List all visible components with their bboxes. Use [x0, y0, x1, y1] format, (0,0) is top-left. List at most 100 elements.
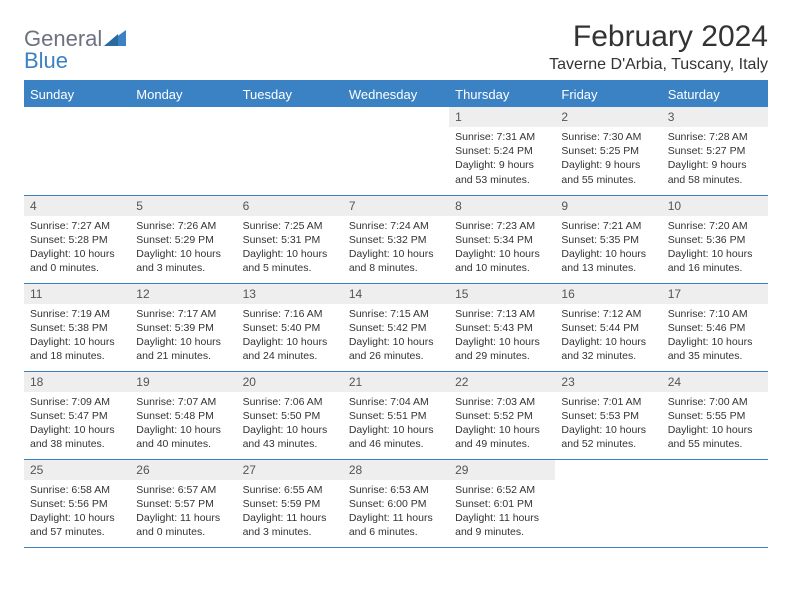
day-data: Sunrise: 7:00 AMSunset: 5:55 PMDaylight:… [662, 392, 768, 452]
calendar-day-cell: 7Sunrise: 7:24 AMSunset: 5:32 PMDaylight… [343, 195, 449, 283]
calendar-day-cell: 14Sunrise: 7:15 AMSunset: 5:42 PMDayligh… [343, 283, 449, 371]
day-number: 13 [237, 284, 343, 304]
day-number: 21 [343, 372, 449, 392]
day-data: Sunrise: 7:07 AMSunset: 5:48 PMDaylight:… [130, 392, 236, 452]
day-number: 18 [24, 372, 130, 392]
calendar-day-cell: 23Sunrise: 7:01 AMSunset: 5:53 PMDayligh… [555, 371, 661, 459]
calendar-day-cell: 5Sunrise: 7:26 AMSunset: 5:29 PMDaylight… [130, 195, 236, 283]
day-number: 12 [130, 284, 236, 304]
day-number: 10 [662, 196, 768, 216]
day-number: 27 [237, 460, 343, 480]
logo-sub: Blue [24, 48, 68, 74]
month-title: February 2024 [549, 20, 768, 54]
day-header: Saturday [662, 82, 768, 107]
day-header: Wednesday [343, 82, 449, 107]
day-data: Sunrise: 7:25 AMSunset: 5:31 PMDaylight:… [237, 216, 343, 276]
day-number: 22 [449, 372, 555, 392]
day-header: Thursday [449, 82, 555, 107]
day-number: 7 [343, 196, 449, 216]
day-header: Friday [555, 82, 661, 107]
header: General February 2024 Taverne D'Arbia, T… [24, 20, 768, 74]
day-data: Sunrise: 7:21 AMSunset: 5:35 PMDaylight:… [555, 216, 661, 276]
day-data: Sunrise: 6:52 AMSunset: 6:01 PMDaylight:… [449, 480, 555, 540]
calendar-day-cell: 29Sunrise: 6:52 AMSunset: 6:01 PMDayligh… [449, 459, 555, 547]
calendar-day-cell: .. [662, 459, 768, 547]
day-data: Sunrise: 7:09 AMSunset: 5:47 PMDaylight:… [24, 392, 130, 452]
day-number: 24 [662, 372, 768, 392]
day-number: 26 [130, 460, 236, 480]
day-header: Sunday [24, 82, 130, 107]
calendar-week-row: 11Sunrise: 7:19 AMSunset: 5:38 PMDayligh… [24, 283, 768, 371]
calendar-day-cell: 20Sunrise: 7:06 AMSunset: 5:50 PMDayligh… [237, 371, 343, 459]
calendar-week-row: 4Sunrise: 7:27 AMSunset: 5:28 PMDaylight… [24, 195, 768, 283]
day-number: 8 [449, 196, 555, 216]
calendar-body: ........1Sunrise: 7:31 AMSunset: 5:24 PM… [24, 107, 768, 547]
day-data: Sunrise: 7:30 AMSunset: 5:25 PMDaylight:… [555, 127, 661, 187]
day-number: 9 [555, 196, 661, 216]
calendar-day-cell: .. [555, 459, 661, 547]
day-header: Monday [130, 82, 236, 107]
title-block: February 2024 Taverne D'Arbia, Tuscany, … [549, 20, 768, 74]
day-data: Sunrise: 6:55 AMSunset: 5:59 PMDaylight:… [237, 480, 343, 540]
calendar-day-cell: 17Sunrise: 7:10 AMSunset: 5:46 PMDayligh… [662, 283, 768, 371]
calendar-day-cell: 3Sunrise: 7:28 AMSunset: 5:27 PMDaylight… [662, 107, 768, 195]
day-number: 20 [237, 372, 343, 392]
logo-triangle-icon [104, 28, 126, 51]
calendar-day-cell: 22Sunrise: 7:03 AMSunset: 5:52 PMDayligh… [449, 371, 555, 459]
day-number: 28 [343, 460, 449, 480]
day-header: Tuesday [237, 82, 343, 107]
day-number: 11 [24, 284, 130, 304]
day-number: 17 [662, 284, 768, 304]
day-data: Sunrise: 7:31 AMSunset: 5:24 PMDaylight:… [449, 127, 555, 187]
calendar-day-cell: 16Sunrise: 7:12 AMSunset: 5:44 PMDayligh… [555, 283, 661, 371]
day-number: 14 [343, 284, 449, 304]
calendar-day-cell: 28Sunrise: 6:53 AMSunset: 6:00 PMDayligh… [343, 459, 449, 547]
calendar-day-cell: .. [237, 107, 343, 195]
calendar-day-cell: 1Sunrise: 7:31 AMSunset: 5:24 PMDaylight… [449, 107, 555, 195]
calendar-day-cell: .. [343, 107, 449, 195]
calendar-day-cell: 11Sunrise: 7:19 AMSunset: 5:38 PMDayligh… [24, 283, 130, 371]
calendar-day-cell: 15Sunrise: 7:13 AMSunset: 5:43 PMDayligh… [449, 283, 555, 371]
day-data: Sunrise: 7:28 AMSunset: 5:27 PMDaylight:… [662, 127, 768, 187]
calendar-day-cell: 18Sunrise: 7:09 AMSunset: 5:47 PMDayligh… [24, 371, 130, 459]
calendar-day-cell: 24Sunrise: 7:00 AMSunset: 5:55 PMDayligh… [662, 371, 768, 459]
day-data: Sunrise: 7:27 AMSunset: 5:28 PMDaylight:… [24, 216, 130, 276]
day-number: 15 [449, 284, 555, 304]
day-data: Sunrise: 7:15 AMSunset: 5:42 PMDaylight:… [343, 304, 449, 364]
calendar-day-cell: 4Sunrise: 7:27 AMSunset: 5:28 PMDaylight… [24, 195, 130, 283]
day-number: 4 [24, 196, 130, 216]
calendar-table: SundayMondayTuesdayWednesdayThursdayFrid… [24, 82, 768, 548]
day-number: 25 [24, 460, 130, 480]
day-number: 5 [130, 196, 236, 216]
calendar-day-cell: 10Sunrise: 7:20 AMSunset: 5:36 PMDayligh… [662, 195, 768, 283]
calendar-day-cell: 27Sunrise: 6:55 AMSunset: 5:59 PMDayligh… [237, 459, 343, 547]
day-data: Sunrise: 7:24 AMSunset: 5:32 PMDaylight:… [343, 216, 449, 276]
calendar-day-cell: 21Sunrise: 7:04 AMSunset: 5:51 PMDayligh… [343, 371, 449, 459]
calendar-week-row: ........1Sunrise: 7:31 AMSunset: 5:24 PM… [24, 107, 768, 195]
day-data: Sunrise: 7:17 AMSunset: 5:39 PMDaylight:… [130, 304, 236, 364]
day-data: Sunrise: 7:13 AMSunset: 5:43 PMDaylight:… [449, 304, 555, 364]
day-number: 2 [555, 107, 661, 127]
day-number: 1 [449, 107, 555, 127]
calendar-day-cell: 6Sunrise: 7:25 AMSunset: 5:31 PMDaylight… [237, 195, 343, 283]
day-data: Sunrise: 6:58 AMSunset: 5:56 PMDaylight:… [24, 480, 130, 540]
day-number: 3 [662, 107, 768, 127]
day-data: Sunrise: 7:01 AMSunset: 5:53 PMDaylight:… [555, 392, 661, 452]
calendar-day-cell: 8Sunrise: 7:23 AMSunset: 5:34 PMDaylight… [449, 195, 555, 283]
calendar-header-row: SundayMondayTuesdayWednesdayThursdayFrid… [24, 82, 768, 107]
day-number: 16 [555, 284, 661, 304]
calendar-day-cell: 25Sunrise: 6:58 AMSunset: 5:56 PMDayligh… [24, 459, 130, 547]
day-data: Sunrise: 7:03 AMSunset: 5:52 PMDaylight:… [449, 392, 555, 452]
calendar-day-cell: 9Sunrise: 7:21 AMSunset: 5:35 PMDaylight… [555, 195, 661, 283]
calendar-day-cell: 12Sunrise: 7:17 AMSunset: 5:39 PMDayligh… [130, 283, 236, 371]
location-text: Taverne D'Arbia, Tuscany, Italy [549, 56, 768, 74]
calendar-day-cell: 13Sunrise: 7:16 AMSunset: 5:40 PMDayligh… [237, 283, 343, 371]
day-data: Sunrise: 7:23 AMSunset: 5:34 PMDaylight:… [449, 216, 555, 276]
day-data: Sunrise: 6:53 AMSunset: 6:00 PMDaylight:… [343, 480, 449, 540]
day-data: Sunrise: 6:57 AMSunset: 5:57 PMDaylight:… [130, 480, 236, 540]
calendar-day-cell: .. [24, 107, 130, 195]
day-data: Sunrise: 7:10 AMSunset: 5:46 PMDaylight:… [662, 304, 768, 364]
day-data: Sunrise: 7:04 AMSunset: 5:51 PMDaylight:… [343, 392, 449, 452]
calendar-day-cell: .. [130, 107, 236, 195]
calendar-week-row: 18Sunrise: 7:09 AMSunset: 5:47 PMDayligh… [24, 371, 768, 459]
